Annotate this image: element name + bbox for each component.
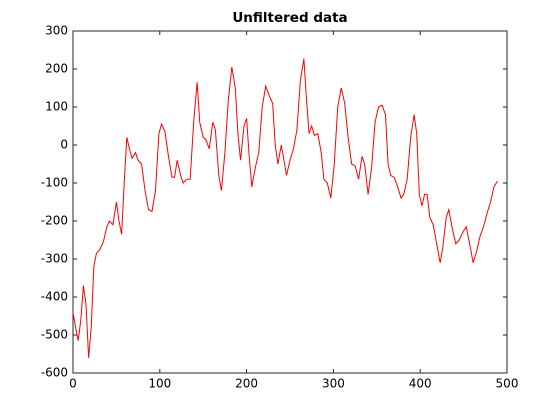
y-tick-label: -400 xyxy=(41,290,68,304)
y-tick-label: 100 xyxy=(45,100,68,114)
x-tick-label: 500 xyxy=(496,377,519,391)
x-tick-label: 400 xyxy=(409,377,432,391)
data-line xyxy=(72,58,498,358)
x-tick-label: 200 xyxy=(235,377,258,391)
plot-area xyxy=(72,30,508,374)
chart-title: Unfiltered data xyxy=(232,10,347,26)
y-tick-label: -300 xyxy=(41,252,68,266)
x-tick-label: 100 xyxy=(148,377,171,391)
y-tick-label: 200 xyxy=(45,62,68,76)
y-tick-label: -500 xyxy=(41,328,68,342)
y-tick-label: 0 xyxy=(60,138,68,152)
y-tick-label: -100 xyxy=(41,176,68,190)
y-tick-label: 300 xyxy=(45,24,68,38)
y-tick-label: -600 xyxy=(41,366,68,380)
x-tick-label: 0 xyxy=(69,377,77,391)
x-tick-label: 300 xyxy=(322,377,345,391)
y-tick-label: -200 xyxy=(41,214,68,228)
